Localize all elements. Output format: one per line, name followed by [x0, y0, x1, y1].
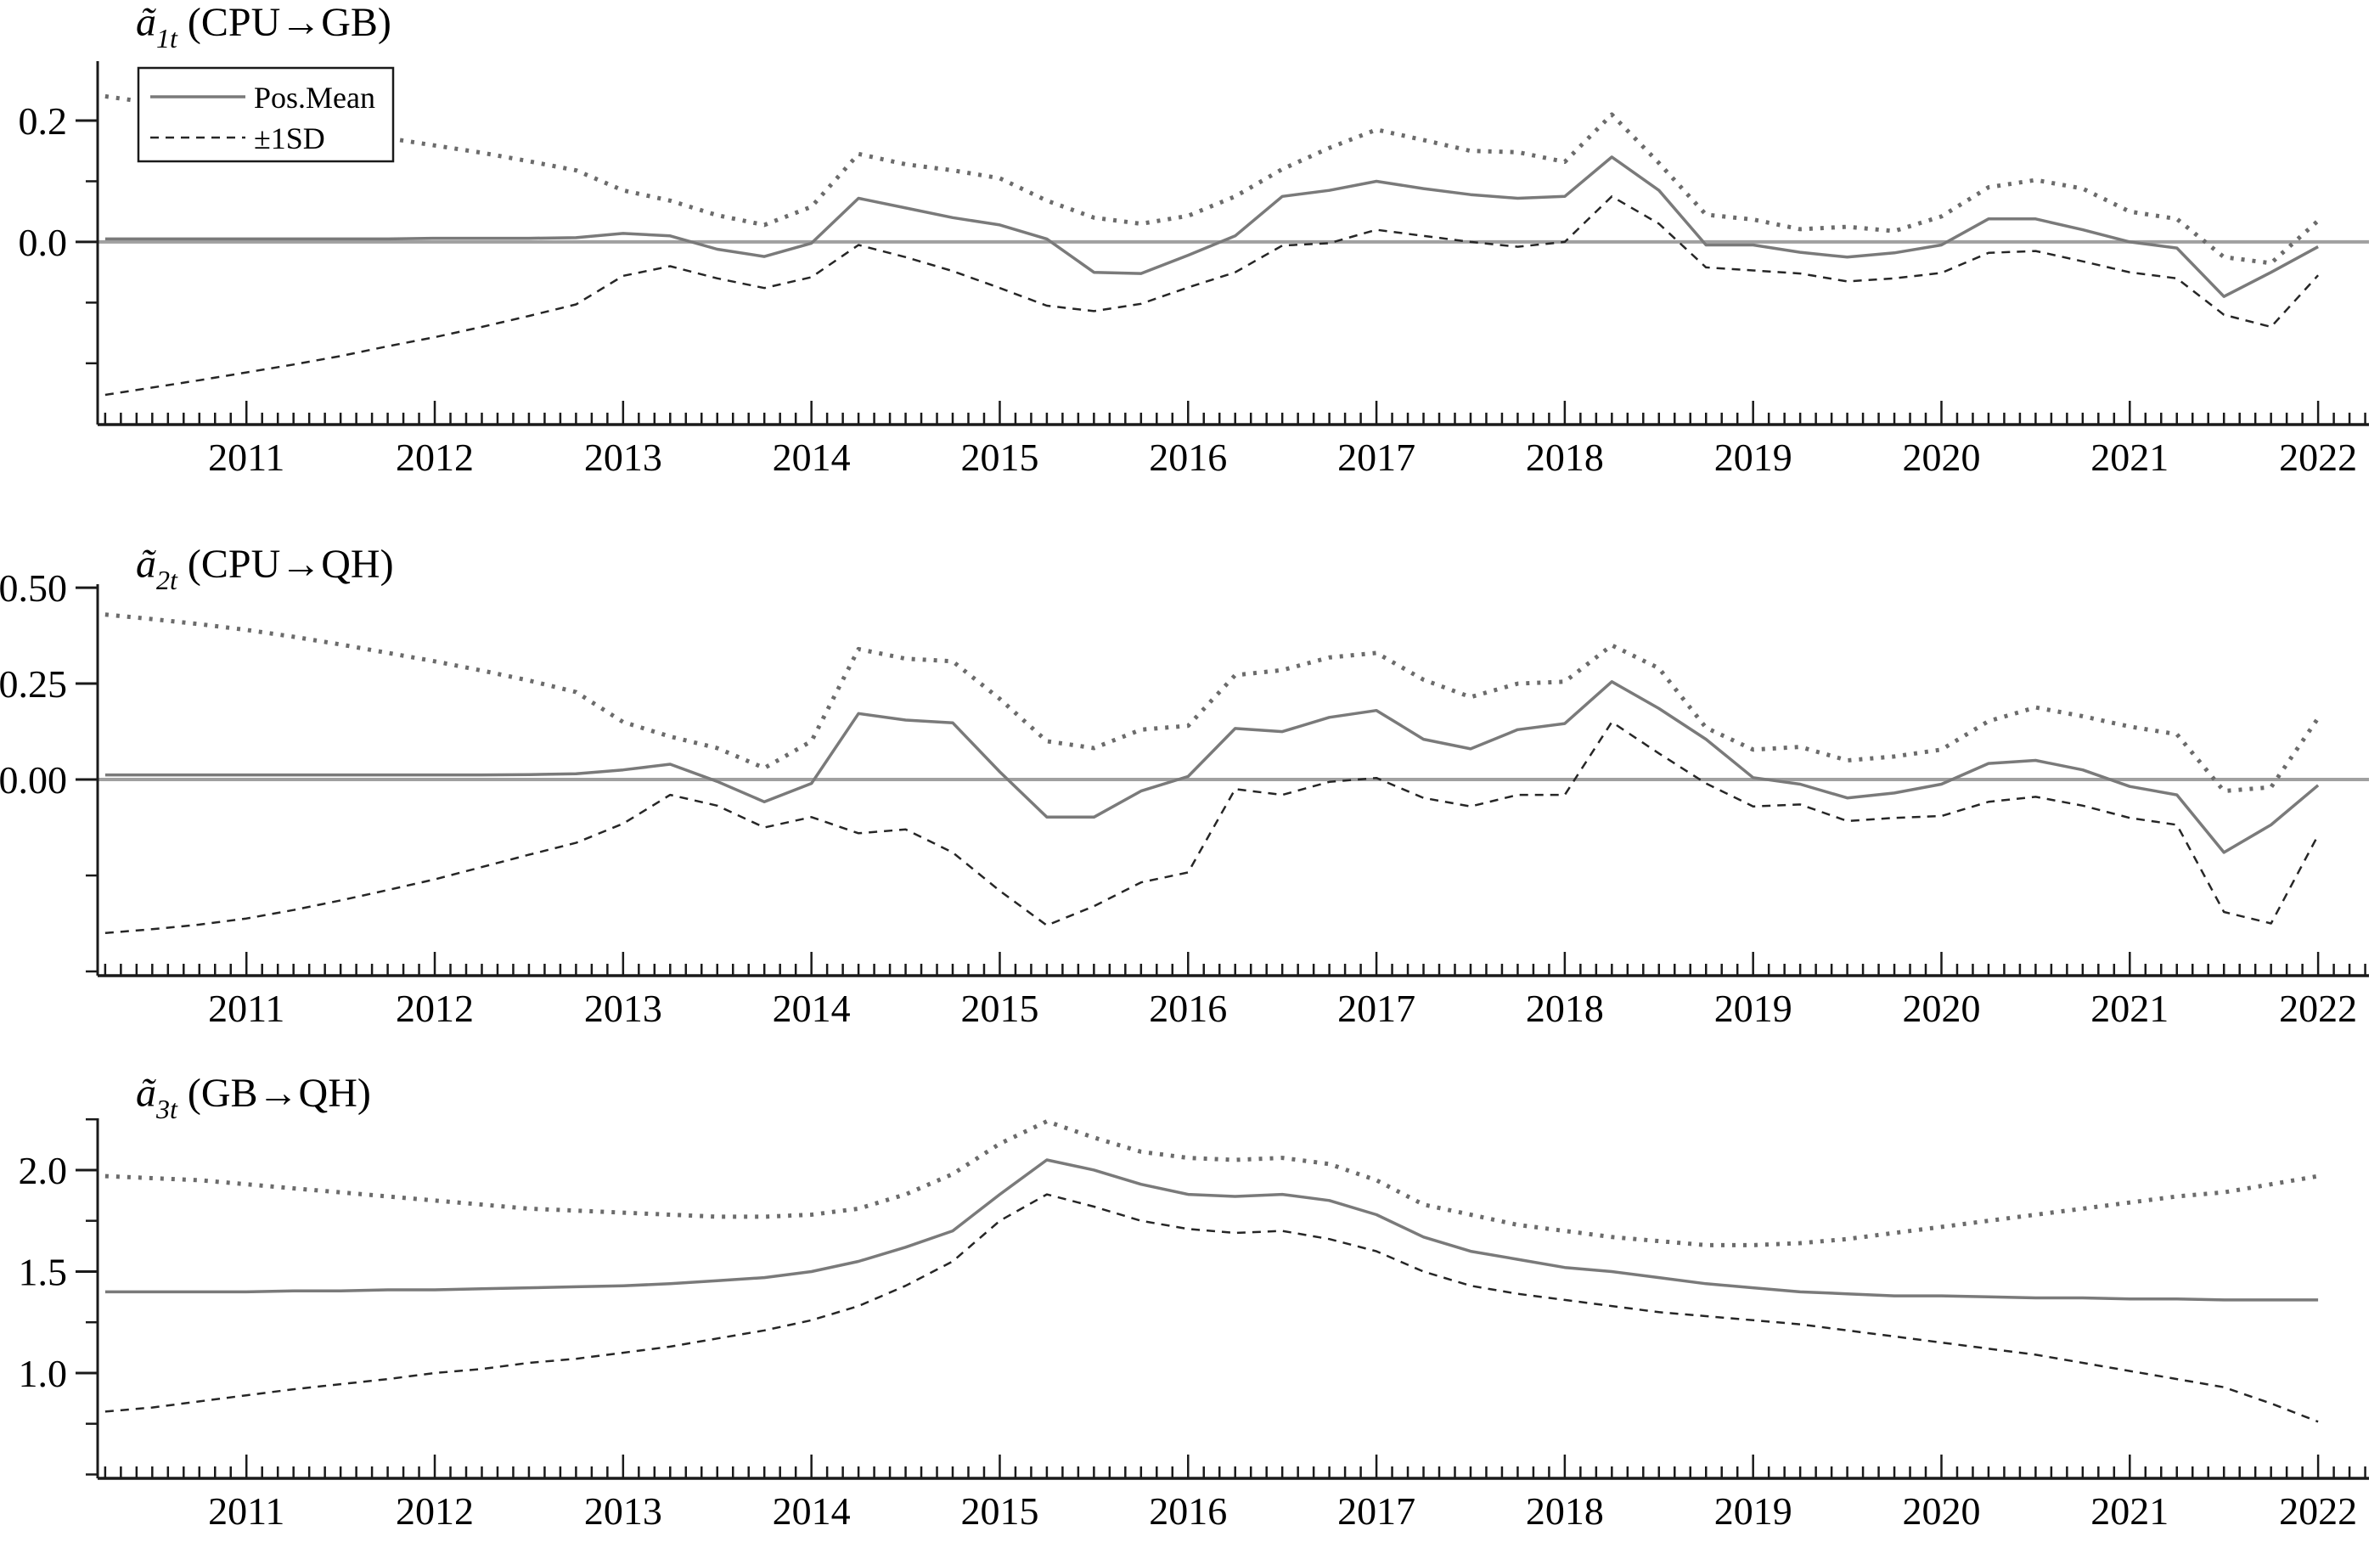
lower-1sd-line	[104, 721, 2320, 935]
x-tick-label: 2020	[1902, 987, 1980, 1030]
x-tick-label: 2019	[1714, 436, 1792, 479]
x-tick-label: 2016	[1149, 987, 1227, 1030]
y-tick-label: 1.5	[19, 1250, 68, 1293]
x-tick-label: 2011	[208, 1489, 284, 1533]
x-tick-label: 2017	[1337, 987, 1415, 1030]
lower-1sd-line	[104, 195, 2320, 397]
x-tick-label: 2021	[2090, 1489, 2169, 1533]
x-tick-label: 2016	[1149, 1489, 1227, 1533]
x-tick-label: 2013	[584, 987, 662, 1030]
x-tick-label: 2015	[960, 987, 1038, 1030]
x-tick-label: 2015	[960, 1489, 1038, 1533]
x-tick-label: 2014	[773, 1489, 851, 1533]
x-tick-label: 2019	[1714, 987, 1792, 1030]
x-tick-label: 2013	[584, 1489, 662, 1533]
y-tick-label: 0.2	[19, 99, 68, 143]
x-tick-label: 2015	[960, 436, 1038, 479]
legend-label-1sd: ±1SD	[254, 121, 325, 155]
x-tick-label: 2012	[396, 1489, 474, 1533]
x-tick-label: 2018	[1526, 1489, 1604, 1533]
x-tick-label: 2018	[1526, 436, 1604, 479]
lower-1sd-line	[104, 1193, 2319, 1423]
posterior-mean-line	[104, 1158, 2319, 1302]
x-tick-label: 2021	[2090, 987, 2169, 1030]
panel-gb-qh-chart: 2.0 1.5 1.0 2011 2012 2013 2014 2015 2016 2017 201…	[19, 1071, 2369, 1533]
y-tick-label: 0.00	[0, 758, 67, 802]
x-tick-label: 2013	[584, 436, 662, 479]
x-tick-label: 2012	[396, 987, 474, 1030]
y-tick-label: 2.0	[19, 1149, 68, 1192]
x-tick-label: 2019	[1714, 1489, 1792, 1533]
legend: Pos.Mean ±1SD	[137, 66, 395, 163]
x-tick-label: 2022	[2279, 1489, 2357, 1533]
posterior-mean-line	[104, 680, 2320, 854]
panel-cpu-gb-chart: 0.2 0.0 2011 2012 2013 2014 2015 2016 2017 2018 20…	[19, 0, 2369, 479]
upper-1sd-line	[104, 93, 2320, 266]
y-tick-label: 0.50	[0, 566, 67, 610]
panel-title: ã3t (GB→QH)	[136, 1071, 371, 1124]
x-tick-label: 2020	[1902, 1489, 1980, 1533]
x-tick-label: 2022	[2279, 436, 2357, 479]
y-tick-label: 0.25	[0, 662, 67, 706]
x-tick-label: 2022	[2279, 987, 2357, 1030]
x-tick-label: 2011	[208, 436, 284, 479]
legend-box	[137, 66, 395, 163]
x-tick-label: 2011	[208, 987, 284, 1030]
y-tick-label: 1.0	[19, 1352, 68, 1395]
upper-1sd-line	[104, 1119, 2319, 1247]
panel-title: ã2t (CPU→QH)	[136, 542, 394, 595]
x-tick-label: 2018	[1526, 987, 1604, 1030]
x-tick-label: 2014	[773, 436, 851, 479]
panel-cpu-qh-chart: 0.50 0.25 0.00 2011 2012 2013 2014 2015 2016 2017…	[0, 542, 2369, 1030]
posterior-mean-line	[104, 155, 2319, 298]
legend-label-pos-mean: Pos.Mean	[254, 81, 375, 115]
upper-1sd-line	[104, 612, 2321, 794]
x-tick-label: 2014	[773, 987, 851, 1030]
x-tick-label: 2016	[1149, 436, 1227, 479]
panel-title: ã1t (CPU→GB)	[136, 0, 391, 53]
x-tick-label: 2021	[2090, 436, 2169, 479]
x-tick-label: 2020	[1902, 436, 1980, 479]
x-tick-label: 2012	[396, 436, 474, 479]
x-tick-label: 2017	[1337, 436, 1415, 479]
y-tick-label: 0.0	[19, 221, 68, 264]
x-tick-label: 2017	[1337, 1489, 1415, 1533]
